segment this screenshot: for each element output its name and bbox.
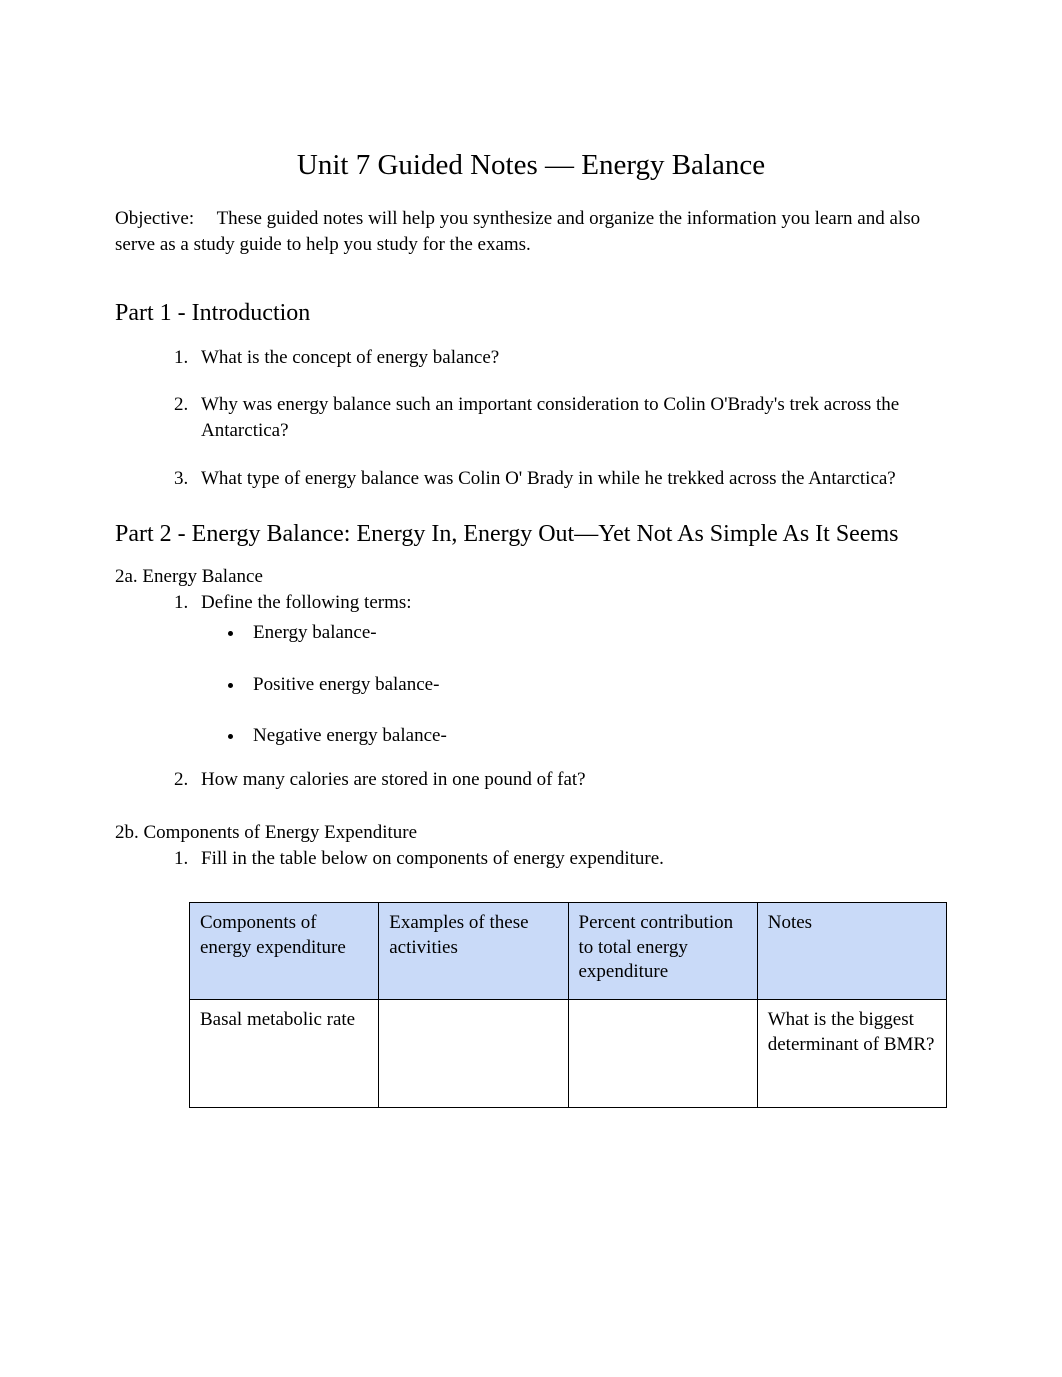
list-item: What is the concept of energy balance? bbox=[193, 345, 947, 371]
column-header: Notes bbox=[757, 903, 946, 1000]
document-page: Unit 7 Guided Notes — Energy Balance Obj… bbox=[0, 0, 1062, 1188]
table-cell: What is the biggest determinant of BMR? bbox=[757, 1000, 946, 1108]
objective-text: These guided notes will help you synthes… bbox=[115, 208, 920, 255]
column-header: Examples of these activities bbox=[379, 903, 568, 1000]
part2-heading: Part 2 - Energy Balance: Energy In, Ener… bbox=[115, 521, 947, 548]
objective-paragraph: Objective: These guided notes will help … bbox=[115, 206, 947, 257]
section-2a-label: 2a. Energy Balance bbox=[115, 566, 947, 588]
table-cell: Basal metabolic rate bbox=[190, 1000, 379, 1108]
list-item: Energy balance- bbox=[245, 620, 947, 646]
part1-heading: Part 1 - Introduction bbox=[115, 300, 947, 327]
section-2b-label: 2b. Components of Energy Expenditure bbox=[115, 822, 947, 844]
table-row: Basal metabolic rate What is the biggest… bbox=[190, 1000, 947, 1108]
energy-expenditure-table: Components of energy expenditure Example… bbox=[189, 902, 947, 1108]
list-item: What type of energy balance was Colin O'… bbox=[193, 466, 947, 492]
list-item: Define the following terms: Energy balan… bbox=[193, 590, 947, 749]
table-cell bbox=[568, 1000, 757, 1108]
table-cell bbox=[379, 1000, 568, 1108]
section-2a-list: Define the following terms: Energy balan… bbox=[115, 590, 947, 792]
page-title: Unit 7 Guided Notes — Energy Balance bbox=[115, 149, 947, 182]
terms-list: Energy balance- Positive energy balance-… bbox=[201, 620, 947, 749]
list-item: Positive energy balance- bbox=[245, 672, 947, 698]
question-text: Define the following terms: bbox=[201, 592, 412, 613]
list-item: Fill in the table below on components of… bbox=[193, 846, 947, 872]
table-header-row: Components of energy expenditure Example… bbox=[190, 903, 947, 1000]
table-container: Components of energy expenditure Example… bbox=[115, 902, 947, 1108]
column-header: Percent contribution to total energy exp… bbox=[568, 903, 757, 1000]
list-item: Why was energy balance such an important… bbox=[193, 392, 947, 443]
part1-list: What is the concept of energy balance? W… bbox=[115, 345, 947, 492]
objective-label: Objective: bbox=[115, 206, 194, 232]
column-header: Components of energy expenditure bbox=[190, 903, 379, 1000]
section-2b-list: Fill in the table below on components of… bbox=[115, 846, 947, 872]
list-item: Negative energy balance- bbox=[245, 723, 947, 749]
list-item: How many calories are stored in one poun… bbox=[193, 767, 947, 793]
